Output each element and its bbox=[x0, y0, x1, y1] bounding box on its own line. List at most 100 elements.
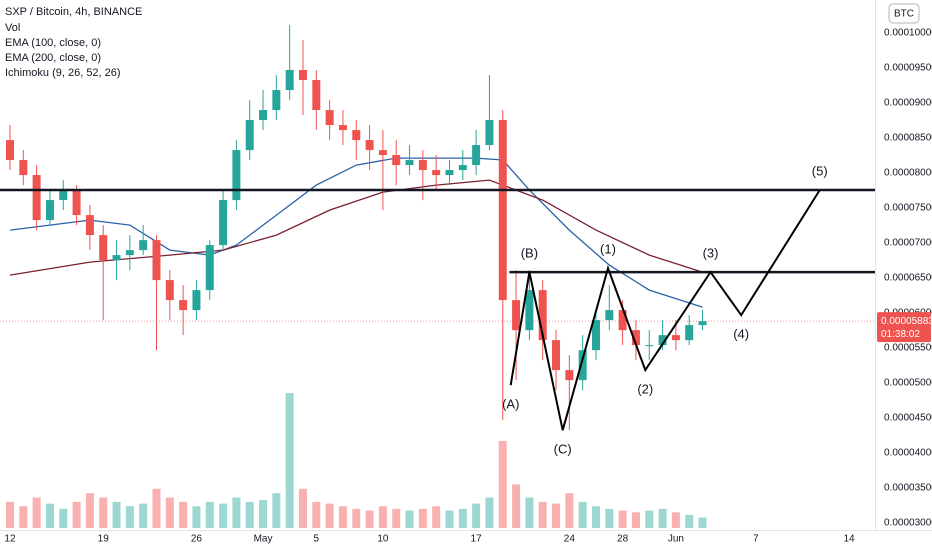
x-tick-label: 28 bbox=[617, 534, 629, 545]
y-tick-label: 0.00003500 bbox=[884, 483, 932, 494]
volume-bar bbox=[685, 514, 694, 528]
candle-body bbox=[432, 170, 441, 176]
candle-body bbox=[5, 140, 14, 161]
y-tick-label: 0.00004000 bbox=[884, 448, 932, 459]
volume-bar bbox=[192, 506, 201, 528]
volume-bar bbox=[618, 510, 627, 528]
y-tick-label: 0.00007500 bbox=[884, 203, 932, 214]
chart-title: SXP / Bitcoin, 4h, BINANCE bbox=[5, 6, 142, 18]
candle-body bbox=[418, 160, 427, 171]
candle-body bbox=[19, 160, 28, 176]
candle-body bbox=[605, 310, 614, 321]
candle-body bbox=[232, 150, 241, 201]
x-tick-label: 24 bbox=[564, 534, 576, 545]
candle-body bbox=[125, 250, 134, 256]
candle-body bbox=[152, 240, 161, 281]
volume-bar bbox=[99, 497, 108, 528]
volume-bar bbox=[272, 493, 281, 528]
volume-bar bbox=[392, 508, 401, 528]
legend-entry: Ichimoku (9, 26, 52, 26) bbox=[5, 67, 121, 79]
wave-label: (1) bbox=[600, 242, 616, 257]
candle-body bbox=[618, 310, 627, 331]
candle-body bbox=[365, 140, 374, 151]
volume-bar bbox=[591, 506, 600, 528]
candle-body bbox=[338, 125, 347, 131]
volume-bar bbox=[458, 508, 467, 528]
volume-bar bbox=[338, 506, 347, 528]
volume-bar bbox=[671, 512, 680, 528]
candle-body bbox=[405, 160, 414, 166]
y-tick-label: 0.00004500 bbox=[884, 413, 932, 424]
legend-entry: EMA (200, close, 0) bbox=[5, 52, 101, 64]
volume-bar bbox=[112, 501, 121, 528]
candle-body bbox=[298, 70, 307, 81]
candle-body bbox=[698, 321, 707, 326]
volume-bar bbox=[179, 501, 188, 528]
x-tick-label: May bbox=[254, 534, 273, 545]
volume-bar bbox=[512, 484, 521, 528]
x-tick-label: 17 bbox=[471, 534, 483, 545]
candle-body bbox=[631, 330, 640, 346]
volume-bar bbox=[298, 488, 307, 528]
y-tick-label: 0.00008500 bbox=[884, 133, 932, 144]
volume-bar bbox=[152, 488, 161, 528]
candle-body bbox=[72, 190, 81, 216]
wave-label: (4) bbox=[733, 327, 749, 342]
price-tag bbox=[877, 312, 931, 343]
volume-bar bbox=[232, 497, 241, 528]
candle-body bbox=[32, 175, 41, 221]
volume-bar bbox=[125, 506, 134, 528]
y-tick-label: 0.00009500 bbox=[884, 63, 932, 74]
volume-bar bbox=[565, 493, 574, 528]
volume-bar bbox=[139, 503, 148, 528]
volume-bar bbox=[658, 508, 667, 528]
volume-bar bbox=[5, 501, 14, 528]
volume-bar bbox=[605, 508, 614, 528]
volume-bar bbox=[645, 510, 654, 528]
candle-body bbox=[658, 335, 667, 346]
currency-label[interactable]: BTC bbox=[894, 9, 914, 20]
wave-label: (C) bbox=[554, 442, 572, 457]
volume-bar bbox=[432, 506, 441, 528]
y-tick-label: 0.00006500 bbox=[884, 273, 932, 284]
wave-path bbox=[509, 189, 821, 431]
legend-entry: Vol bbox=[5, 22, 20, 34]
candle-body bbox=[445, 170, 454, 176]
volume-bar bbox=[698, 517, 707, 528]
candle-body bbox=[285, 70, 294, 91]
volume-bar bbox=[32, 497, 41, 528]
volume-bar bbox=[85, 493, 94, 528]
candle-body bbox=[378, 150, 387, 156]
candle-body bbox=[165, 280, 174, 301]
y-tick-label: 0.00010000 bbox=[884, 28, 932, 39]
volume-bar bbox=[59, 508, 68, 528]
volume-bar bbox=[352, 508, 361, 528]
volume-bar bbox=[445, 510, 454, 528]
x-tick-label: 5 bbox=[314, 534, 320, 545]
candle-body bbox=[99, 235, 108, 261]
candle-body bbox=[59, 190, 68, 201]
candle-body bbox=[352, 130, 361, 141]
ema-line bbox=[9, 157, 703, 308]
candle-body bbox=[325, 110, 334, 126]
candle-body bbox=[538, 290, 547, 341]
candle-body bbox=[485, 120, 494, 146]
y-tick-label: 0.00007000 bbox=[884, 238, 932, 249]
x-tick-label: 10 bbox=[377, 534, 389, 545]
wave-label: (B) bbox=[521, 246, 538, 261]
candle-body bbox=[552, 340, 561, 371]
volume-bar bbox=[325, 503, 334, 528]
volume-bar bbox=[205, 501, 214, 528]
volume-bar bbox=[285, 393, 294, 528]
candle-body bbox=[85, 215, 94, 236]
price-countdown: 01:38:02 bbox=[881, 329, 920, 340]
y-tick-label: 0.00009000 bbox=[884, 98, 932, 109]
candle-body bbox=[259, 110, 268, 121]
currency-button[interactable] bbox=[888, 3, 920, 24]
y-tick-label: 0.00005000 bbox=[884, 378, 932, 389]
wave-label: (2) bbox=[637, 382, 653, 397]
x-tick-label: Jun bbox=[668, 534, 684, 545]
